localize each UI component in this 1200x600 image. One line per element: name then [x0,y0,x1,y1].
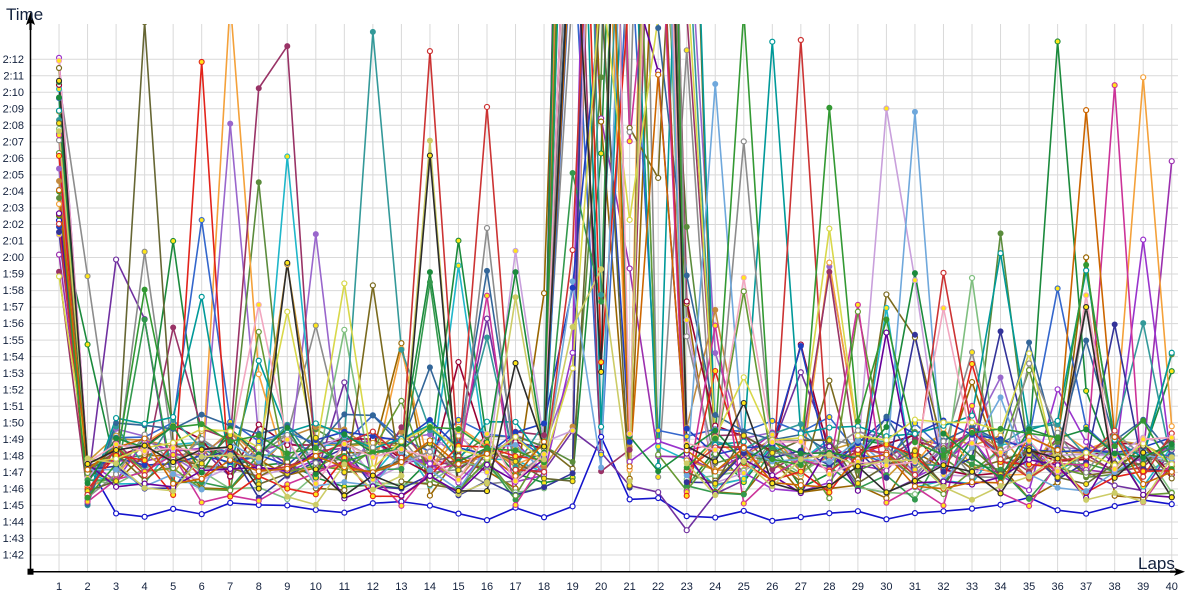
svg-text:2:03: 2:03 [3,203,24,215]
svg-text:2:11: 2:11 [3,70,24,82]
svg-text:6: 6 [199,581,205,593]
svg-text:1:50: 1:50 [3,417,24,429]
svg-text:29: 29 [852,581,864,593]
svg-text:7: 7 [227,581,233,593]
svg-text:11: 11 [339,581,350,593]
svg-text:28: 28 [823,581,835,593]
svg-text:1:54: 1:54 [3,351,24,363]
svg-text:1:55: 1:55 [3,335,24,347]
svg-text:1:51: 1:51 [3,401,24,413]
svg-text:2:07: 2:07 [3,136,24,148]
svg-text:20: 20 [595,581,607,593]
svg-text:1:47: 1:47 [3,467,24,479]
svg-text:37: 37 [1080,581,1092,593]
svg-text:1:52: 1:52 [3,384,24,396]
svg-text:15: 15 [452,581,464,593]
svg-text:2:08: 2:08 [3,120,24,132]
svg-text:1:53: 1:53 [3,368,24,380]
svg-text:1:45: 1:45 [3,500,24,512]
svg-text:5: 5 [170,581,176,593]
svg-text:2:01: 2:01 [3,236,24,248]
svg-text:27: 27 [795,581,807,593]
svg-text:38: 38 [1109,581,1121,593]
svg-text:2:06: 2:06 [3,153,24,165]
svg-text:33: 33 [966,581,978,593]
svg-text:2:05: 2:05 [3,169,24,181]
svg-text:4: 4 [142,581,148,593]
svg-text:31: 31 [909,581,921,593]
svg-text:1:58: 1:58 [3,285,24,297]
svg-text:22: 22 [652,581,664,593]
svg-text:1:49: 1:49 [3,434,24,446]
svg-text:2:00: 2:00 [3,252,24,264]
svg-text:17: 17 [509,581,521,593]
svg-text:12: 12 [367,581,379,593]
svg-text:18: 18 [538,581,550,593]
svg-text:1:59: 1:59 [3,269,24,281]
svg-text:32: 32 [937,581,949,593]
svg-text:2:12: 2:12 [3,54,24,66]
svg-text:2:02: 2:02 [3,219,24,231]
svg-text:13: 13 [395,581,407,593]
svg-text:14: 14 [424,581,436,593]
svg-text:23: 23 [681,581,693,593]
svg-text:Time: Time [6,5,43,24]
svg-text:1:44: 1:44 [3,517,24,529]
svg-text:26: 26 [766,581,778,593]
svg-text:2: 2 [84,581,90,593]
svg-text:21: 21 [624,581,636,593]
svg-text:24: 24 [709,581,721,593]
svg-text:16: 16 [481,581,493,593]
svg-text:1: 1 [56,581,62,593]
svg-text:1:56: 1:56 [3,318,24,330]
svg-text:34: 34 [994,581,1006,593]
svg-text:1:46: 1:46 [3,483,24,495]
svg-text:35: 35 [1023,581,1035,593]
svg-text:25: 25 [738,581,750,593]
svg-text:10: 10 [310,581,322,593]
svg-text:19: 19 [566,581,578,593]
svg-text:2:04: 2:04 [3,186,24,198]
svg-text:1:42: 1:42 [3,550,24,562]
svg-text:39: 39 [1137,581,1149,593]
svg-text:2:10: 2:10 [3,87,24,99]
svg-text:3: 3 [113,581,119,593]
svg-text:30: 30 [880,581,892,593]
svg-text:36: 36 [1051,581,1063,593]
svg-text:2:09: 2:09 [3,103,24,115]
svg-text:9: 9 [284,581,290,593]
svg-text:1:43: 1:43 [3,533,24,545]
svg-text:Laps: Laps [1138,554,1175,573]
svg-text:1:48: 1:48 [3,450,24,462]
svg-text:1:57: 1:57 [3,302,24,314]
svg-text:8: 8 [256,581,262,593]
svg-text:40: 40 [1166,581,1178,593]
